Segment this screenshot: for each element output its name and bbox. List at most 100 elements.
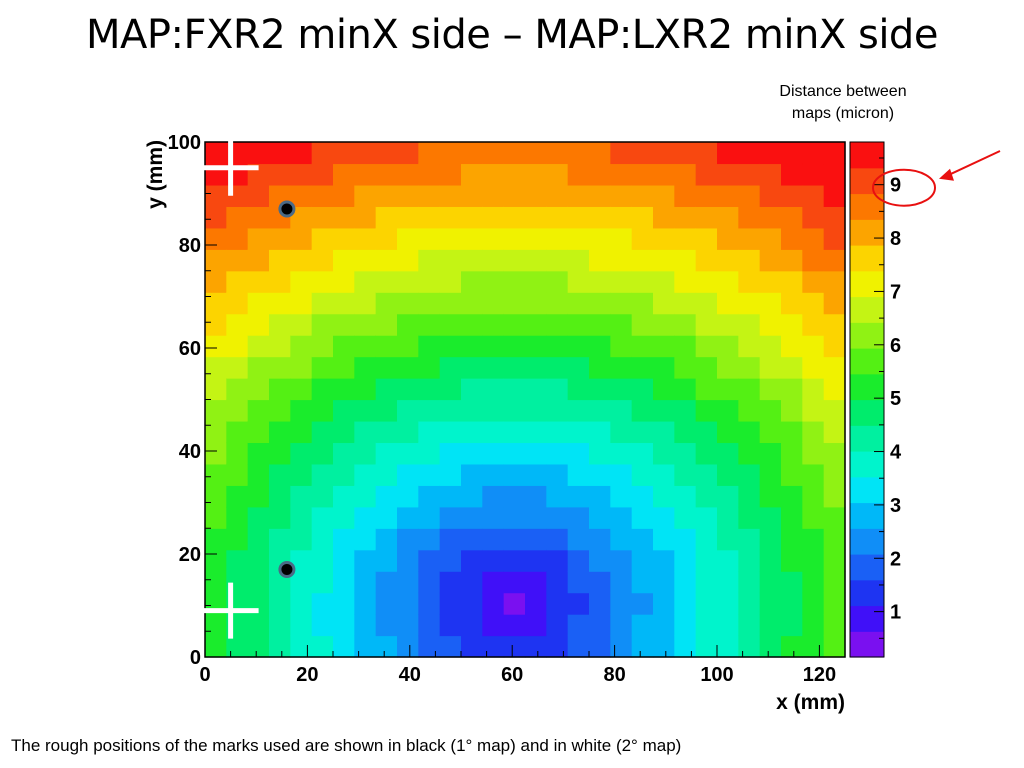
heatmap-cell <box>482 420 505 444</box>
heatmap-cell <box>802 528 825 551</box>
first-map-mark <box>278 200 296 218</box>
heatmap-cell <box>205 378 227 401</box>
heatmap-cell <box>226 227 249 250</box>
heatmap-cell <box>333 206 355 229</box>
heatmap-cell <box>653 249 675 272</box>
heatmap-cell <box>674 592 697 615</box>
heatmap-cell <box>738 442 761 465</box>
heatmap-cell <box>418 592 441 615</box>
heatmap-cell <box>397 420 419 444</box>
heatmap-cell <box>631 442 654 465</box>
heatmap-cell <box>375 485 398 508</box>
heatmap-cell <box>269 227 291 250</box>
heatmap-cell <box>525 184 547 207</box>
heatmap-cell <box>610 528 633 551</box>
heatmap-cell <box>503 506 526 529</box>
heatmap-cell <box>397 463 419 486</box>
heatmap-cell <box>226 249 249 272</box>
heatmap-cell <box>781 528 803 551</box>
heatmap-cell <box>311 142 334 165</box>
heatmap-cell <box>823 485 846 508</box>
heatmap-cell <box>290 249 313 272</box>
heatmap-cell <box>439 592 462 615</box>
heatmap-cell <box>759 184 782 207</box>
heatmap-cell <box>567 463 590 486</box>
heatmap-cell <box>674 614 697 637</box>
heatmap-cell <box>226 442 249 465</box>
heatmap-cell <box>354 549 377 572</box>
heatmap-cell <box>269 142 291 165</box>
heatmap-cell <box>354 313 377 336</box>
heatmap-cell <box>503 206 526 229</box>
heatmap-cell <box>717 592 739 615</box>
y-tick-label: 40 <box>179 441 201 463</box>
heatmap-cell <box>503 292 526 315</box>
heatmap-cell <box>823 592 846 615</box>
heatmap-cell <box>802 184 825 207</box>
heatmap-cell <box>354 356 377 379</box>
heatmap-cell <box>525 442 547 465</box>
heatmap-cell <box>525 142 547 165</box>
heatmap-cell <box>461 549 483 572</box>
heatmap-cell <box>546 614 569 637</box>
heatmap-cell <box>546 227 569 250</box>
colorbar-tick-label: 1 <box>890 602 901 624</box>
heatmap-cell <box>695 249 718 272</box>
heatmap-cell <box>802 163 825 186</box>
heatmap-cell <box>589 571 611 594</box>
heatmap-cell <box>269 420 291 444</box>
heatmap-cell <box>781 227 803 250</box>
heatmap-cell <box>418 270 441 293</box>
highlight-ellipse <box>872 168 936 207</box>
heatmap-cell <box>461 571 483 594</box>
heatmap-cell <box>631 614 654 637</box>
heatmap-cell <box>375 206 398 229</box>
heatmap-cell <box>503 356 526 379</box>
heatmap-cell <box>290 270 313 293</box>
heatmap-cell <box>823 635 846 658</box>
heatmap-cell <box>205 549 227 572</box>
heatmap-cell <box>653 378 675 401</box>
colorbar-segment <box>850 167 884 195</box>
heatmap-cell <box>375 506 398 529</box>
heatmap-cell <box>418 227 441 250</box>
heatmap-cell <box>589 184 611 207</box>
heatmap-cell <box>631 206 654 229</box>
heatmap-cell <box>247 378 270 401</box>
heatmap-cell <box>290 206 313 229</box>
heatmap-cell <box>247 292 270 315</box>
heatmap-cell <box>461 292 483 315</box>
heatmap-cell <box>674 399 697 422</box>
arrow-shaft <box>944 150 1001 178</box>
heatmap-cell <box>205 635 227 658</box>
heatmap-cell <box>290 184 313 207</box>
heatmap-cell <box>567 378 590 401</box>
heatmap-cell <box>333 592 355 615</box>
heatmap-cell <box>354 249 377 272</box>
heatmap-cell <box>375 549 398 572</box>
heatmap-cell <box>589 549 611 572</box>
heatmap-cell <box>226 463 249 486</box>
heatmap-cell <box>290 614 313 637</box>
heatmap-cell <box>311 420 334 444</box>
heatmap-cell <box>674 142 697 165</box>
heatmap-cell <box>290 528 313 551</box>
colorbar-segment <box>850 219 884 246</box>
heatmap-cell <box>695 270 718 293</box>
heatmap-cell <box>759 614 782 637</box>
heatmap-cell <box>311 378 334 401</box>
heatmap-cell <box>674 420 697 444</box>
heatmap-cell <box>759 485 782 508</box>
heatmap-cell <box>397 142 419 165</box>
heatmap-cell <box>269 292 291 315</box>
heatmap-cell <box>695 313 718 336</box>
heatmap-cell <box>738 270 761 293</box>
heatmap-cell <box>205 528 227 551</box>
heatmap-cell <box>226 528 249 551</box>
heatmap-cell <box>631 184 654 207</box>
heatmap-cell <box>418 549 441 572</box>
heatmap-cell <box>589 335 611 358</box>
heatmap-cell <box>247 506 270 529</box>
heatmap-cell <box>482 313 505 336</box>
